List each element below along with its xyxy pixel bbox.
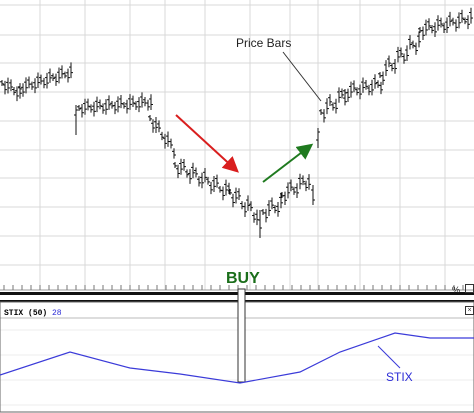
price-bars-annotation: Price Bars [236,36,292,50]
pane-divider [0,300,474,302]
pane-divider [0,292,474,295]
buy-marker-line [237,288,246,383]
stix-line [0,332,474,384]
price-bars-callout-line [282,51,322,102]
buy-arrow [262,143,314,183]
indicator-period: (50) [28,309,48,318]
scale-toggle-icon[interactable] [465,284,474,293]
buy-annotation: BUY [226,270,260,287]
stix-annotation: STIX [386,370,413,384]
sell-arrow [175,114,239,173]
stix-callout-line [377,345,401,369]
indicator-pane-border [0,301,474,413]
indicator-name: STIX [4,309,24,318]
indicator-title: STIX (50) [4,309,47,318]
indicator-value: 28 [52,309,62,318]
close-icon[interactable]: × [465,306,474,315]
percent-scale-label[interactable]: % [452,285,461,295]
